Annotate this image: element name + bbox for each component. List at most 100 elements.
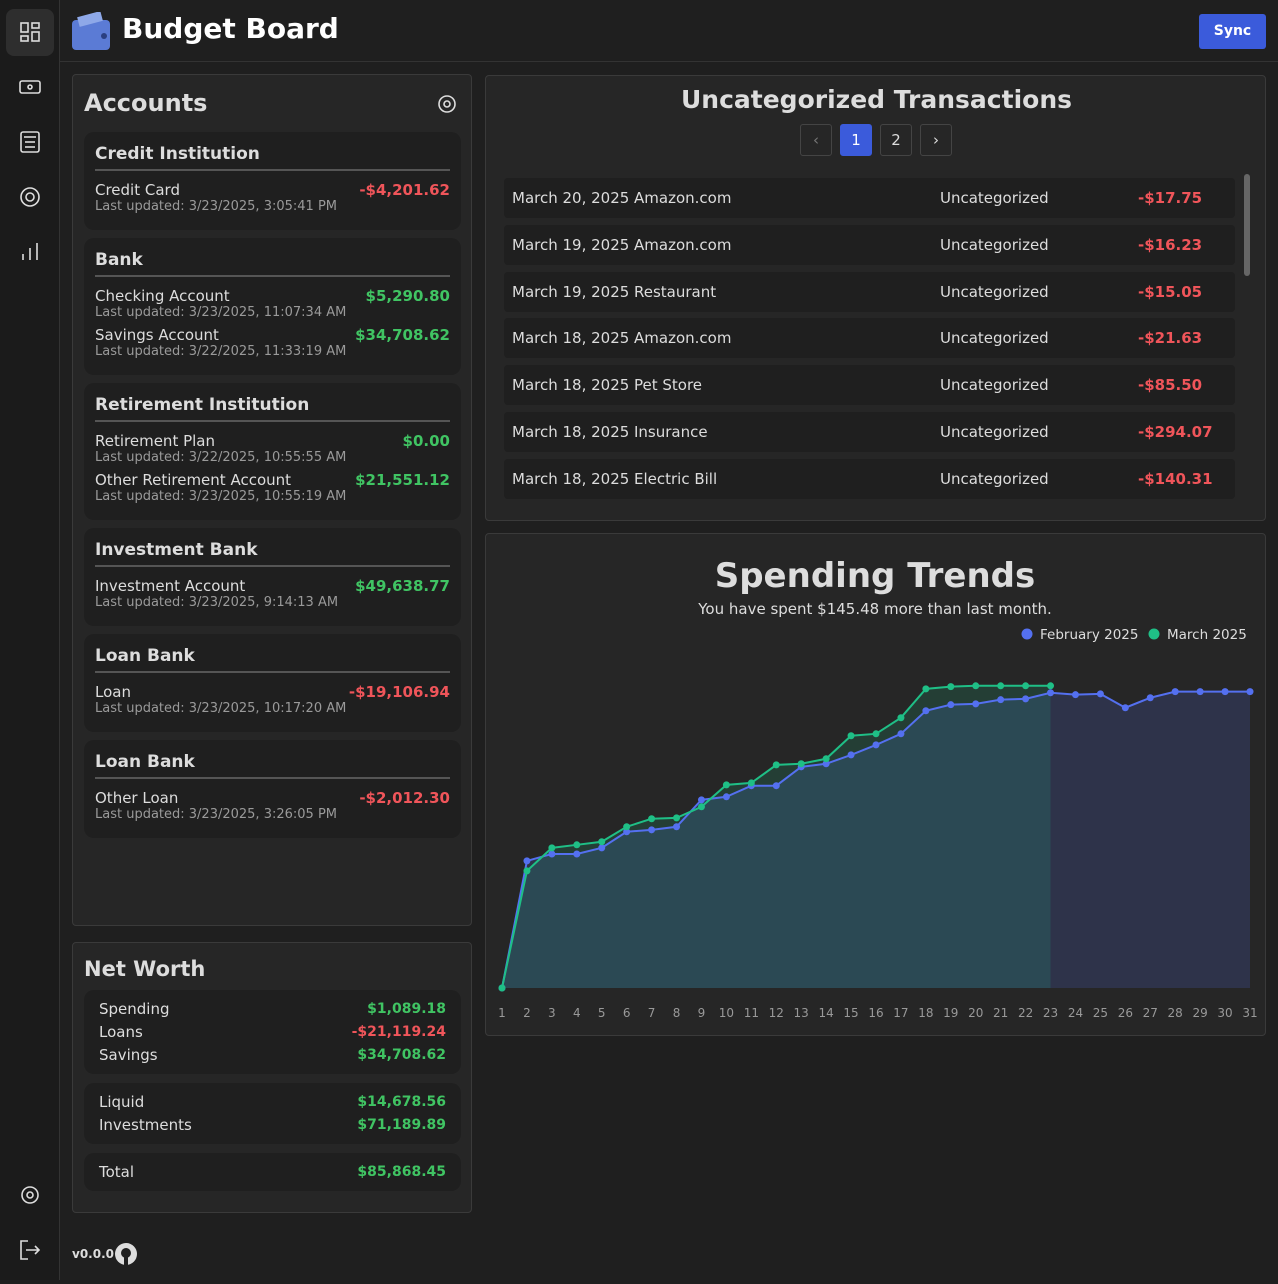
x-tick-label: 5 (598, 1006, 606, 1020)
account-group: Investment Bank Investment Account $49,638… (84, 528, 461, 626)
account-group: Bank Checking Account $5,290.80 Last update… (84, 238, 461, 375)
point (1047, 689, 1055, 697)
net-worth-row: Savings $34,708.62 (99, 1046, 446, 1064)
settings-icon[interactable] (21, 1186, 39, 1204)
accounts-settings[interactable] (436, 93, 458, 115)
budgets-icon[interactable] (20, 131, 40, 153)
page-button[interactable]: 2 (880, 124, 912, 156)
transaction-row[interactable]: March 18, 2025 Pet Store Uncategorized -$85… (504, 365, 1235, 406)
github-icon[interactable] (114, 1242, 138, 1266)
merchant: Electric Bill (634, 469, 718, 488)
point (772, 761, 780, 769)
point (523, 867, 531, 875)
transaction-row[interactable]: March 19, 2025 Restaurant Uncategorized -$1… (504, 271, 1235, 312)
net-worth-title: Net Worth (84, 957, 206, 981)
category: Uncategorized (940, 376, 1049, 395)
account-row: Loan -$19,106.94 (95, 683, 450, 701)
x-tick-label: 17 (893, 1006, 908, 1020)
x-tick-label: 23 (1043, 1006, 1058, 1020)
net-worth-label: Total (99, 1163, 135, 1181)
chart-subtitle: You have spent $145.48 more than last mo… (697, 600, 1051, 618)
category: Uncategorized (940, 423, 1049, 441)
transaction-row[interactable]: March 19, 2025 Amazon.com Uncategorized -$1… (504, 224, 1235, 265)
point (1196, 688, 1204, 696)
net-worth-label: Investments (99, 1116, 192, 1134)
chart-title: Spending Trends (715, 556, 1036, 596)
transactions-icon[interactable] (19, 80, 41, 94)
x-tick-label: 24 (1068, 1006, 1083, 1020)
legend-swatch (1021, 628, 1033, 640)
point (922, 707, 930, 715)
category: Uncategorized (940, 189, 1049, 207)
next-page[interactable]: › (920, 124, 952, 156)
transaction-row[interactable]: March 18, 2025 Insurance Uncategorized -$29… (504, 412, 1235, 452)
transaction-row[interactable]: March 20, 2025 Amazon.com Uncategorized -$1… (504, 178, 1235, 218)
point (498, 984, 506, 992)
area (502, 691, 1250, 988)
account-balance: $5,290.80 (365, 287, 450, 305)
point (1071, 691, 1079, 699)
point (772, 782, 780, 790)
point (523, 857, 531, 865)
point (897, 714, 905, 722)
x-tick-label: 3 (548, 1006, 556, 1020)
account-updated: Last updated: 3/23/2025, 10:55:19 AM (95, 489, 347, 504)
net-worth-section: Total $85,868.45 (84, 1153, 461, 1191)
account-balance: $49,638.77 (355, 577, 450, 595)
amount: -$21.63 (1138, 329, 1203, 348)
prev-page[interactable]: ‹ (800, 124, 832, 156)
amount: -$16.23 (1138, 235, 1203, 254)
net-worth-value: $1,089.18 (367, 1001, 446, 1017)
account-row: Credit Card -$4,201.62 (95, 181, 450, 199)
point (1246, 688, 1254, 696)
account-row: Retirement Plan $0.00 (95, 432, 450, 450)
x-tick-label: 7 (648, 1006, 656, 1020)
account-updated: Last updated: 3/23/2025, 10:17:20 AM (95, 701, 347, 716)
net-worth-row: Total $85,868.45 (99, 1163, 446, 1181)
x-tick-label: 12 (769, 1006, 784, 1020)
trends-icon[interactable] (22, 243, 38, 260)
account-row: Checking Account $5,290.80 (95, 287, 450, 305)
transaction-row[interactable]: March 18, 2025 Electric Bill Uncategorized… (504, 458, 1235, 499)
account-row: Other Retirement Account $21,551.12 (95, 471, 450, 489)
dashboard-icon[interactable] (20, 22, 40, 42)
account-updated: Last updated: 3/23/2025, 11:07:34 AM (95, 305, 347, 320)
logo (72, 12, 110, 50)
account-name: Other Retirement Account (95, 471, 292, 489)
account-group: Loan Bank Other Loan -$2,012.30 Last update… (84, 740, 461, 838)
point (722, 781, 730, 789)
point (1022, 682, 1030, 690)
x-tick-label: 18 (918, 1006, 933, 1020)
goals-icon[interactable] (20, 187, 40, 207)
transaction-row[interactable]: March 18, 2025 Amazon.com Uncategorized -$2… (504, 318, 1235, 359)
institution-name: Credit Institution (95, 144, 450, 171)
x-tick-label: 1 (498, 1006, 506, 1020)
transactions-title: Uncategorized Transactions (680, 85, 1072, 114)
point (1146, 694, 1154, 702)
point (922, 685, 930, 693)
institution-name: Investment Bank (95, 540, 450, 567)
x-tick-label: 8 (673, 1006, 681, 1020)
net-worth-value: $71,189.89 (357, 1117, 446, 1133)
net-worth-label: Liquid (99, 1093, 145, 1111)
date: March 18, 2025 (512, 469, 630, 488)
date: March 20, 2025 (512, 189, 630, 207)
area (502, 685, 1051, 988)
account-row: Savings Account $34,708.62 (95, 326, 450, 344)
logout-icon[interactable] (20, 1240, 41, 1260)
account-name: Checking Account (95, 287, 230, 305)
x-tick-label: 19 (943, 1006, 958, 1020)
point (573, 841, 581, 849)
scrollbar (1244, 174, 1250, 276)
account-balance: -$4,201.62 (359, 181, 450, 199)
point (997, 696, 1005, 704)
page-button[interactable]: 1 (840, 124, 872, 156)
x-tick-label: 25 (1093, 1006, 1108, 1020)
category: Uncategorized (940, 282, 1049, 301)
x-tick-label: 4 (573, 1006, 581, 1020)
point (1096, 690, 1104, 698)
account-updated: Last updated: 3/22/2025, 11:33:19 AM (95, 344, 347, 359)
x-tick-label: 15 (843, 1006, 858, 1020)
sync-button[interactable]: Sync (1199, 14, 1266, 49)
net-worth-row: Spending $1,089.18 (99, 1000, 446, 1018)
